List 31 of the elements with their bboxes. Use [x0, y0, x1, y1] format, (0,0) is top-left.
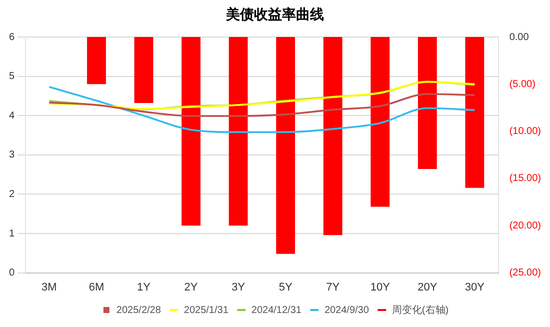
x-tick-label: 2Y — [184, 281, 198, 294]
line-series — [48, 86, 476, 134]
y-tick-label: 6 — [9, 32, 15, 43]
y-tick-label: 1 — [9, 228, 15, 240]
legend-label: 2024/12/31 — [251, 304, 302, 316]
y2-tick-label: (10.00) — [509, 126, 542, 138]
x-tick-label: 3Y — [232, 281, 246, 294]
x-tick-label: 7Y — [326, 281, 340, 294]
x-tick-label: 10Y — [370, 281, 391, 294]
legend-label: 周变化(右轴) — [392, 304, 449, 316]
y2-tick-label: (5.00) — [509, 78, 536, 90]
y-tick-label: 3 — [9, 150, 15, 161]
y2-tick-label: (20.00) — [509, 220, 542, 232]
y2-tick-label: 0.00 — [509, 32, 530, 43]
x-tick-label: 30Y — [464, 281, 486, 294]
y-tick-label: 4 — [9, 110, 15, 122]
x-tick-label: 1Y — [137, 281, 152, 294]
chart-title: 美债收益率曲线 — [224, 6, 325, 25]
y2-tick-label: (25.00) — [509, 268, 542, 279]
y-tick-label: 2 — [9, 188, 15, 200]
legend-label: 2025/2/28 — [116, 304, 162, 316]
legend-label: 2025/1/31 — [184, 304, 229, 316]
line-series — [48, 93, 476, 117]
y-tick-label: 0 — [9, 268, 15, 279]
x-tick-label: 3M — [42, 281, 57, 294]
y2-tick-label: (15.00) — [509, 173, 542, 184]
legend-label: 2024/9/30 — [324, 304, 370, 316]
x-tick-label: 20Y — [418, 281, 438, 294]
x-tick-label: 6M — [88, 281, 104, 294]
y-tick-label: 5 — [9, 71, 15, 82]
x-tick-label: 5Y — [278, 281, 293, 294]
